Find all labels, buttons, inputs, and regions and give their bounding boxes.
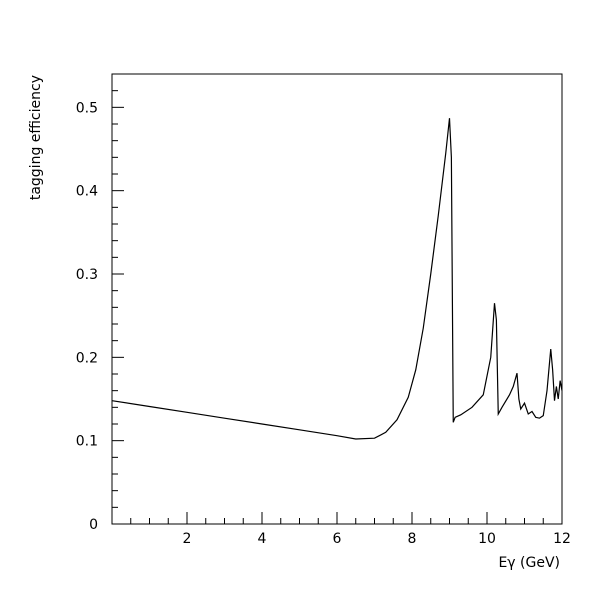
y-tick-label: 0.2 xyxy=(76,350,98,366)
series-line xyxy=(111,118,563,440)
y-tick-label: 0.4 xyxy=(76,184,98,200)
x-tick-label: 8 xyxy=(408,531,417,547)
y-tick-label: 0.1 xyxy=(76,434,98,450)
y-tick-label: 0.3 xyxy=(76,267,98,283)
plot-frame xyxy=(111,73,563,525)
axis-tick-labels: 2 4 6 8 10 12 0 0.1 0.2 0.3 0.4 0.5 xyxy=(76,100,571,547)
x-axis-label: Eγ (GeV) xyxy=(498,555,560,571)
x-tick-label: 10 xyxy=(478,531,496,547)
axis-ticks xyxy=(112,90,544,524)
x-tick-label: 4 xyxy=(258,531,267,547)
y-tick-label: 0.5 xyxy=(76,100,98,116)
x-tick-label: 2 xyxy=(183,531,192,547)
x-tick-label: 12 xyxy=(553,531,571,547)
y-tick-label: 0 xyxy=(89,517,98,533)
y-axis-label: tagging efficiency xyxy=(28,75,44,200)
x-tick-label: 6 xyxy=(333,531,342,547)
